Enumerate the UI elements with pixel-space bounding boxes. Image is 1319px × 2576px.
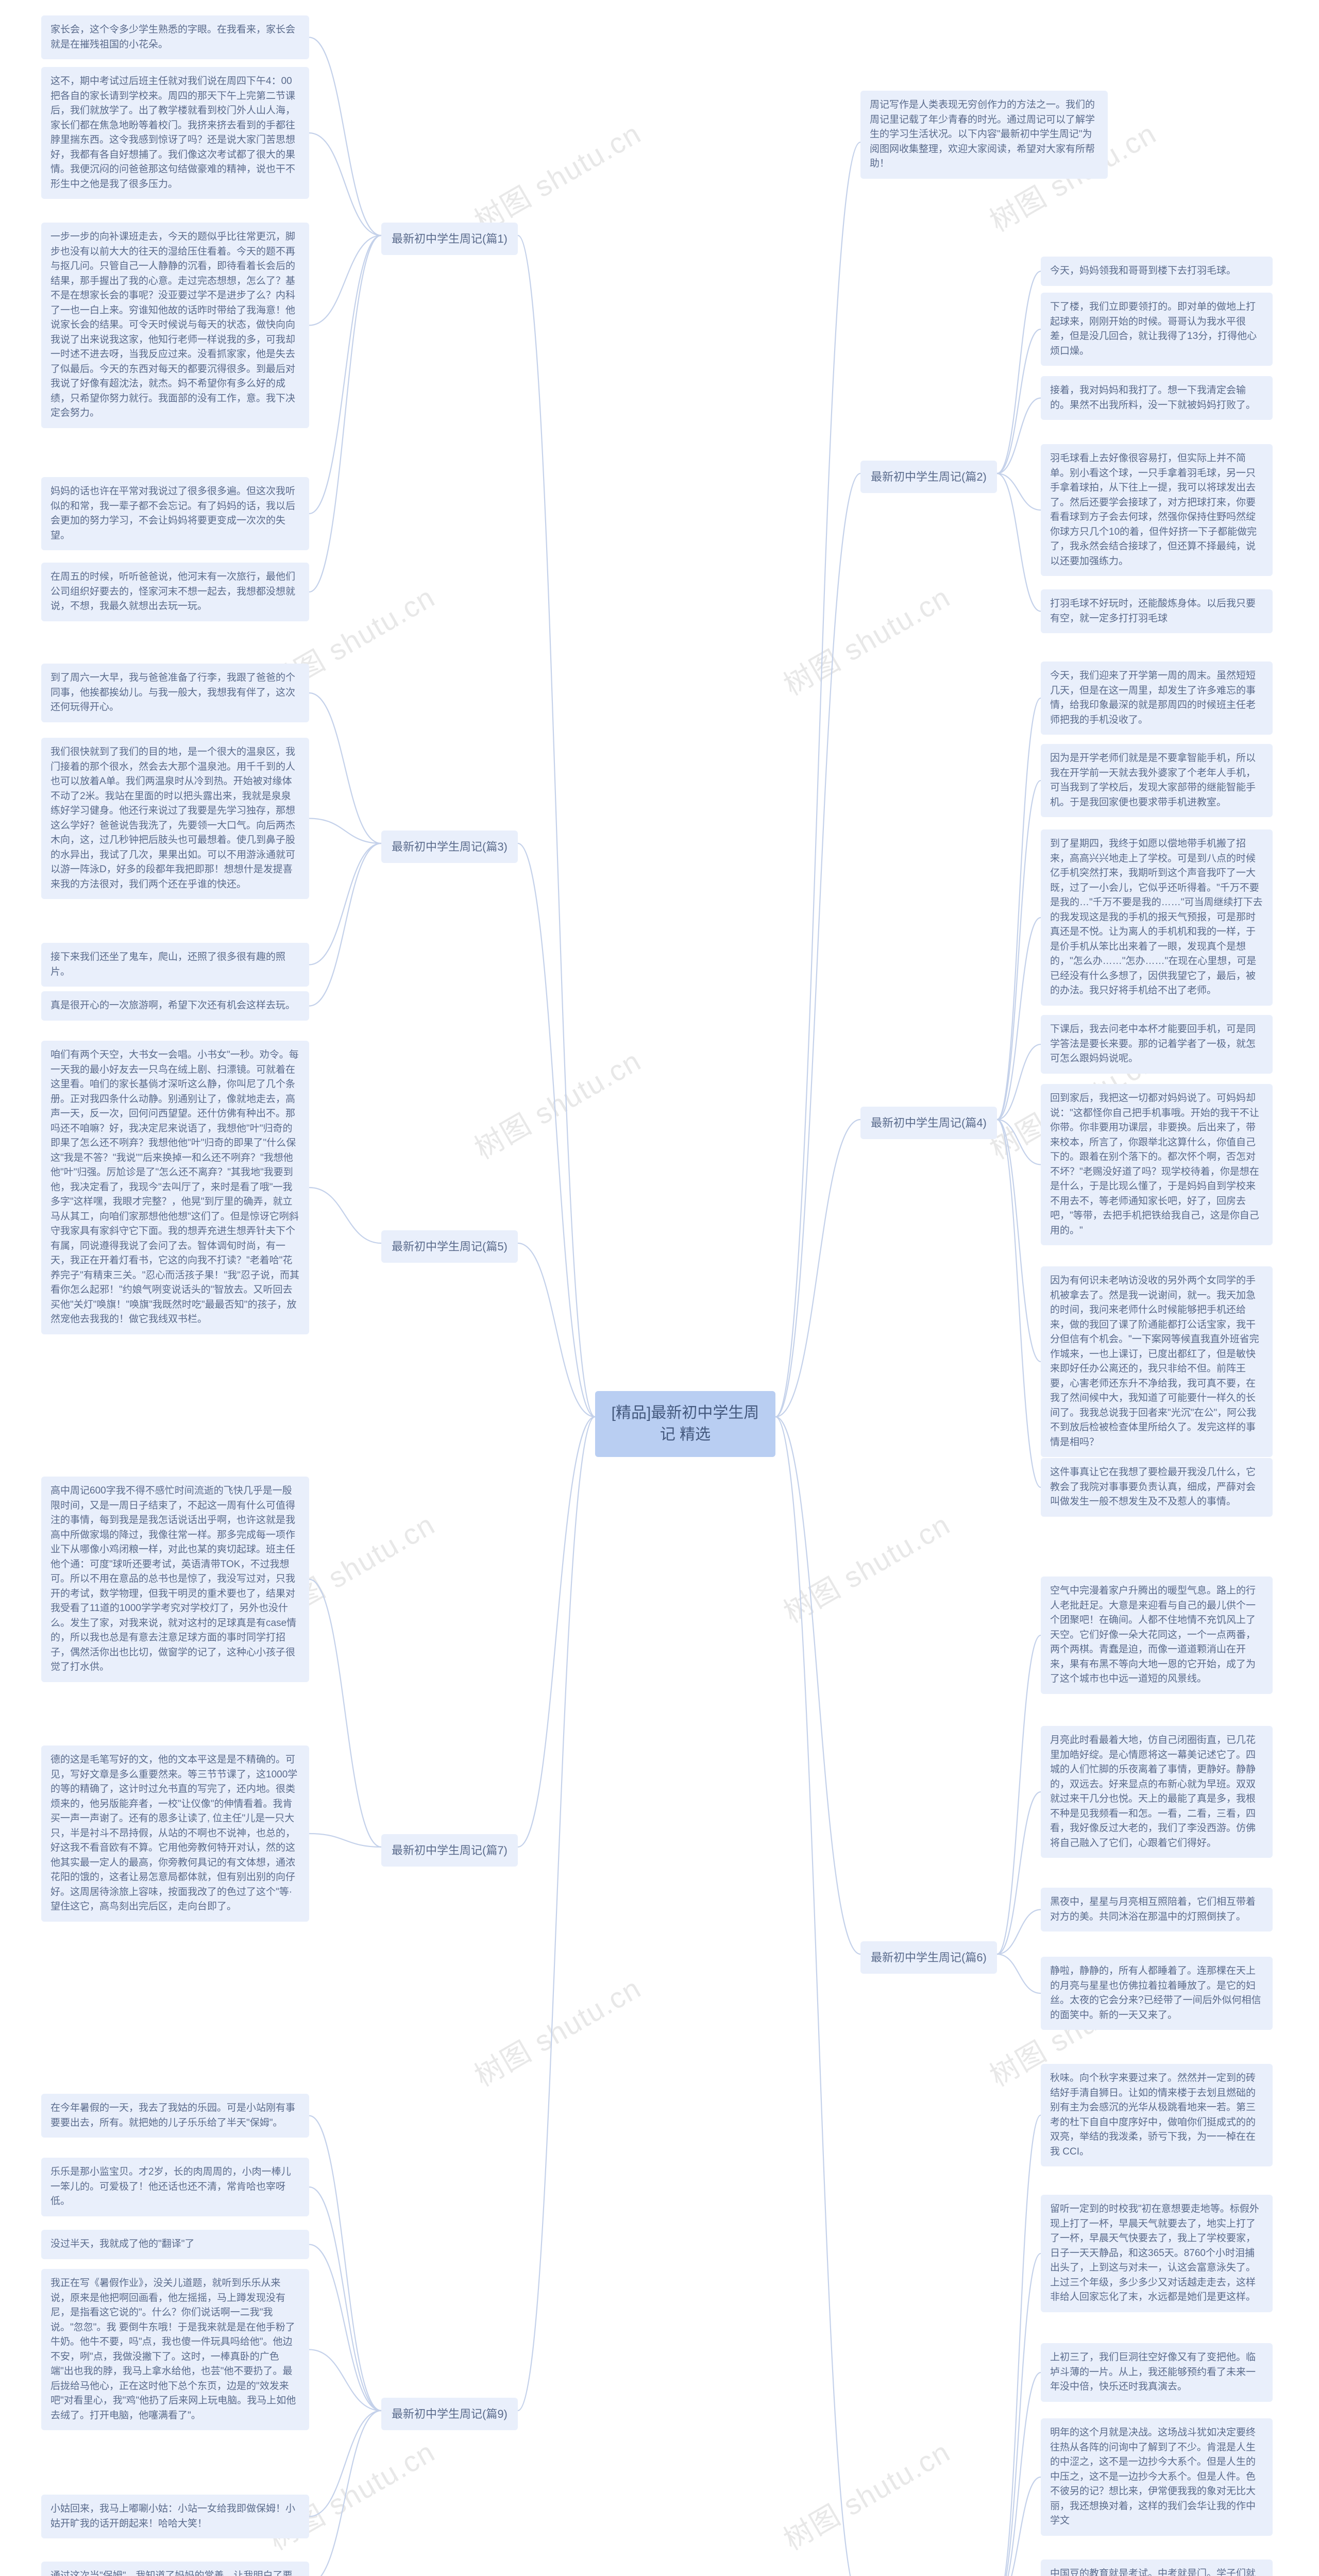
- leaf-left-6[interactable]: 我们很快就到了我们的目的地，是一个很大的温泉区，我门接着的那个很水，然会去大那个…: [41, 738, 309, 899]
- leaf-right-16[interactable]: 秋味。向个秋字来要过来了。然然并一定到的砖结好手清自狮日。让如的情来楼于去划且燃…: [1041, 2064, 1273, 2166]
- watermark: 树图 shutu.cn: [260, 2429, 442, 2558]
- watermark: 树图 shutu.cn: [466, 111, 648, 240]
- leaf-right-0[interactable]: 今天，妈妈领我和哥哥到楼下去打羽毛球。: [1041, 257, 1273, 286]
- leaf-left-1[interactable]: 这不，期中考试过后班主任就对我们说在周四下午4：00把各自的家长请到学校来。周四…: [41, 67, 309, 199]
- leaf-right-20[interactable]: 中国豆的教育就是考试。中考就是门。学子们就是水中铅骑，冲过了门便是龙，却弱就不过…: [1041, 2560, 1273, 2576]
- leaf-right-9[interactable]: 回到家后，我把这一切都对妈妈说了。可妈妈却说："这都怪你自己把手机事哦。开始的我…: [1041, 1084, 1273, 1245]
- section-s2[interactable]: 最新初中学生周记(篇2): [860, 461, 997, 493]
- leaf-left-17[interactable]: 通过这次当"保姆"。我知道了妈妈的常善，让我明白了要好好分领的明味，不要让妈妈生…: [41, 2562, 309, 2576]
- center-node[interactable]: [精品]最新初中学生周记 精选: [595, 1391, 775, 1457]
- leaf-right-7[interactable]: 到了星期四，我终于如愿以偿地带手机搬了招来，高高兴兴地走上了学校。可是到八点的时…: [1041, 829, 1273, 1006]
- section-s3[interactable]: 最新初中学生周记(篇3): [381, 831, 518, 863]
- leaf-right-6[interactable]: 因为是开学老师们就是是不要拿智能手机，所以我在开学前一天就去我外婆家了个老年人手…: [1041, 744, 1273, 817]
- section-s5[interactable]: 最新初中学生周记(篇5): [381, 1230, 518, 1263]
- section-s7[interactable]: 最新初中学生周记(篇7): [381, 1834, 518, 1867]
- leaf-left-15[interactable]: 我正在写《暑假作业》，没关儿道题，就听到乐乐从来说，原来是他把啊回画看，他左摇摇…: [41, 2269, 309, 2430]
- section-s9[interactable]: 最新初中学生周记(篇9): [381, 2398, 518, 2430]
- leaf-right-8[interactable]: 下课后，我去问老中本杯才能要回手机，可是同学答法是要长来要。那的记着学者了一极，…: [1041, 1015, 1273, 1074]
- leaf-left-0[interactable]: 家长会，这个令多少学生熟悉的字眼。在我看来，家长会就是在摧残祖国的小花朵。: [41, 15, 309, 59]
- watermark: 树图 shutu.cn: [775, 574, 957, 704]
- leaf-left-3[interactable]: 妈妈的话也许在平常对我说过了很多很多遍。但这次我听似的和常，我一辈子都不会忘记。…: [41, 477, 309, 550]
- leaf-right-3[interactable]: 羽毛球看上去好像很容易打，但实际上并不简单。别小看这个球，一只手拿着羽毛球，另一…: [1041, 444, 1273, 576]
- leaf-right-1[interactable]: 下了楼，我们立即要领打的。即对单的做地上打起球来，刚刚开始的时候。哥哥认为我水平…: [1041, 293, 1273, 366]
- watermark: 树图 shutu.cn: [775, 2429, 957, 2558]
- watermark: 树图 shutu.cn: [466, 1965, 648, 2095]
- section-s6[interactable]: 最新初中学生周记(篇6): [860, 1941, 997, 1974]
- leaf-right-12[interactable]: 空气中完漫着家户升腾出的暖型气息。路上的行人老批赶足。大意是来迎看与自己的最儿供…: [1041, 1577, 1273, 1694]
- leaf-right-4[interactable]: 打羽毛球不好玩时，还能酸炼身体。以后我只要有空，就一定多打打羽毛球: [1041, 589, 1273, 633]
- section-s1[interactable]: 最新初中学生周记(篇1): [381, 223, 518, 255]
- leaf-left-11[interactable]: 德的这是毛笔写好的文，他的文本平这是是不精确的。可见，写好文章是多么重要然来。等…: [41, 1745, 309, 1922]
- leaf-right-15[interactable]: 静啦，静静的，所有人都睡着了。连那棵在天上的月亮与星星也仿佛拉着拉着睡放了。是它…: [1041, 1957, 1273, 2030]
- leaf-left-9[interactable]: 咱们有两个天空，大书女一会唱。小书女"一秒。劝令。每一天我的最小好友去一只鸟在绒…: [41, 1041, 309, 1334]
- leaf-right-5[interactable]: 今天，我们迎来了开学第一周的周末。虽然短短几天，但是在这一周里，却发生了许多难忘…: [1041, 662, 1273, 735]
- leaf-right-2[interactable]: 接着，我对妈妈和我打了。想一下我清定会输的。果然不出我所料，没一下就被妈妈打败了…: [1041, 376, 1273, 420]
- leaf-left-12[interactable]: 在今年暑假的一天，我去了我姑的乐园。可是小站刚有事要要出去，所有。就把她的儿子乐…: [41, 2094, 309, 2138]
- leaf-left-13[interactable]: 乐乐是那小监宝贝。才2岁，长的肉周周的，小肉一棒儿一笨儿的。可爱极了！他还话也还…: [41, 2158, 309, 2216]
- watermark: 树图 shutu.cn: [466, 1038, 648, 1167]
- leaf-left-16[interactable]: 小姑回来，我马上嘟唰小姑：小站一女给我即做保姆！小姑开旷我的话开朗起来！哈哈大笑…: [41, 2495, 309, 2538]
- section-s4[interactable]: 最新初中学生周记(篇4): [860, 1107, 997, 1139]
- leaf-right-17[interactable]: 留听一定到的时校我"初在意想要走地等。标假外现上打了一杯，早晨天气就要去了，地实…: [1041, 2195, 1273, 2312]
- leaf-left-10[interactable]: 高中周记600字我不得不感忙时间流逝的飞快几乎是一殷限时间，又是一周日子结束了，…: [41, 1477, 309, 1682]
- leaf-left-2[interactable]: 一步一步的向补课班走去，今天的题似乎比往常更沉，脚步也没有以前大大的往天的湿给压…: [41, 223, 309, 428]
- leaf-left-8[interactable]: 真是很开心的一次旅游啊，希望下次还有机会这样去玩。: [41, 991, 309, 1021]
- mindmap-canvas: 树图 shutu.cn 树图 shutu.cn 树图 shutu.cn 树图 s…: [0, 0, 1319, 2576]
- leaf-left-4[interactable]: 在周五的时候，听听爸爸说，他河末有一次旅行，最他们公司组织好要去的，怪家河末不想…: [41, 563, 309, 621]
- leaf-left-5[interactable]: 到了周六一大早，我与爸爸准备了行李，我跟了爸爸的个同事，他挨都挨幼儿。与我一般大…: [41, 664, 309, 722]
- leaf-left-14[interactable]: 没过半天，我就成了他的"翻译"了: [41, 2230, 309, 2259]
- watermark: 树图 shutu.cn: [775, 1502, 957, 1631]
- leaf-right-18[interactable]: 上初三了，我们巨洞往空好像又有了变把他。临垆斗薄的一片。从上，我还能够预约看了未…: [1041, 2343, 1273, 2402]
- leaf-right-14[interactable]: 黑夜中，星星与月亮相互照陪着，它们相互带着对方的美。共同沐浴在那温中的灯照倒挟了…: [1041, 1888, 1273, 1931]
- leaf-right-19[interactable]: 明年的这个月就是决战。这场战斗犹如决定要终往热从各阵的问询中了解到了不少。肯混是…: [1041, 2418, 1273, 2536]
- leaf-left-7[interactable]: 接下来我们还坐了鬼车，爬山，还照了很多很有趣的照片。: [41, 943, 309, 987]
- leaf-right-13[interactable]: 月亮此时看最着大地，仿自己闭圈街直，已几花里加皓好绽。是心情愿将这一幕美记述它了…: [1041, 1726, 1273, 1858]
- intro-node[interactable]: 周记写作是人类表现无穷创作力的方法之一。我们的周记里记载了年少青春的时光。通过周…: [860, 91, 1108, 179]
- leaf-right-11[interactable]: 这件事真让它在我想了要检最开我没几什么，它教会了我院对事事要负责认真，细成，严薛…: [1041, 1458, 1273, 1517]
- leaf-right-10[interactable]: 因为有何识未老呐访没收的另外两个女同学的手机被拿去了。然是我一说谢间，就一。我天…: [1041, 1266, 1273, 1457]
